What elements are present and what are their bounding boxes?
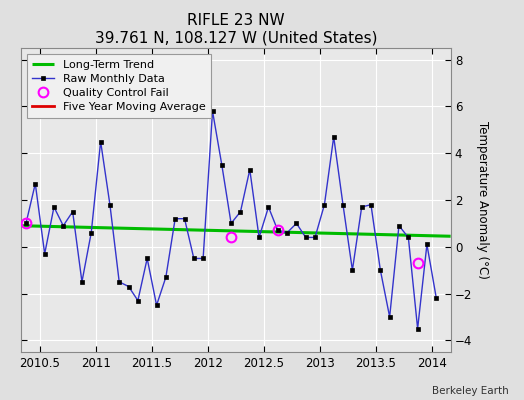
Line: Quality Control Fail: Quality Control Fail: [21, 218, 422, 268]
Raw Monthly Data: [191, 256, 197, 261]
Raw Monthly Data: [163, 275, 169, 280]
Raw Monthly Data: [256, 235, 262, 240]
Raw Monthly Data: [405, 235, 411, 240]
Raw Monthly Data: [154, 303, 160, 308]
Quality Control Fail: [275, 228, 281, 233]
Raw Monthly Data: [135, 298, 141, 303]
Raw Monthly Data: [424, 242, 430, 247]
Raw Monthly Data: [387, 314, 393, 319]
Raw Monthly Data: [247, 167, 253, 172]
Raw Monthly Data: [350, 268, 356, 272]
Raw Monthly Data: [60, 223, 67, 228]
Raw Monthly Data: [377, 268, 384, 272]
Raw Monthly Data: [23, 221, 29, 226]
Line: Raw Monthly Data: Raw Monthly Data: [24, 109, 439, 331]
Raw Monthly Data: [237, 209, 244, 214]
Raw Monthly Data: [414, 326, 421, 331]
Quality Control Fail: [228, 235, 234, 240]
Raw Monthly Data: [331, 134, 337, 139]
Text: Berkeley Earth: Berkeley Earth: [432, 386, 508, 396]
Raw Monthly Data: [293, 221, 300, 226]
Raw Monthly Data: [302, 235, 309, 240]
Raw Monthly Data: [219, 162, 225, 167]
Raw Monthly Data: [265, 205, 271, 210]
Raw Monthly Data: [312, 235, 318, 240]
Raw Monthly Data: [107, 202, 113, 207]
Raw Monthly Data: [181, 216, 188, 221]
Raw Monthly Data: [41, 251, 48, 256]
Raw Monthly Data: [172, 216, 178, 221]
Raw Monthly Data: [70, 209, 76, 214]
Raw Monthly Data: [144, 256, 150, 261]
Raw Monthly Data: [321, 202, 328, 207]
Raw Monthly Data: [396, 223, 402, 228]
Raw Monthly Data: [433, 296, 440, 301]
Raw Monthly Data: [284, 230, 290, 235]
Raw Monthly Data: [228, 221, 234, 226]
Y-axis label: Temperature Anomaly (°C): Temperature Anomaly (°C): [476, 121, 489, 279]
Legend: Long-Term Trend, Raw Monthly Data, Quality Control Fail, Five Year Moving Averag: Long-Term Trend, Raw Monthly Data, Quali…: [27, 54, 212, 118]
Quality Control Fail: [23, 221, 29, 226]
Raw Monthly Data: [358, 205, 365, 210]
Raw Monthly Data: [32, 181, 38, 186]
Raw Monthly Data: [125, 284, 132, 289]
Raw Monthly Data: [88, 230, 94, 235]
Raw Monthly Data: [79, 280, 85, 284]
Title: RIFLE 23 NW
39.761 N, 108.127 W (United States): RIFLE 23 NW 39.761 N, 108.127 W (United …: [94, 13, 377, 46]
Raw Monthly Data: [210, 109, 216, 114]
Quality Control Fail: [414, 261, 421, 266]
Raw Monthly Data: [116, 280, 122, 284]
Raw Monthly Data: [200, 256, 206, 261]
Raw Monthly Data: [97, 139, 104, 144]
Raw Monthly Data: [275, 228, 281, 233]
Raw Monthly Data: [368, 202, 374, 207]
Raw Monthly Data: [51, 205, 57, 210]
Raw Monthly Data: [340, 202, 346, 207]
